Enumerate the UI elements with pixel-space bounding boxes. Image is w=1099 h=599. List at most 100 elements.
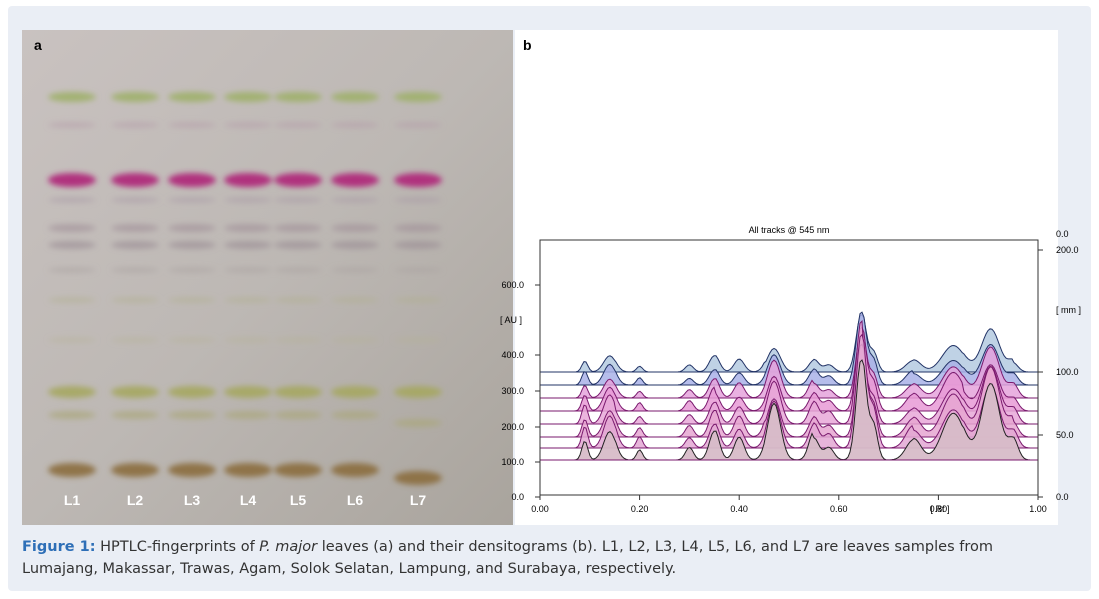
panel-label: a <box>34 37 42 53</box>
y-left-tick-label: 0.0 <box>511 492 524 502</box>
lane-label: L5 <box>290 492 307 508</box>
tlc-band <box>111 411 159 419</box>
tlc-band <box>394 419 442 427</box>
densitogram-curves <box>540 311 1039 461</box>
tlc-band <box>331 463 379 477</box>
tlc-band <box>274 122 322 128</box>
caption-label: Figure 1: <box>22 539 96 555</box>
lane-label: L7 <box>410 492 427 508</box>
tlc-band <box>274 386 322 398</box>
tlc-band <box>331 241 379 249</box>
figure: a b All tracks @ 545 nm L1 L2 L3 L4 L5 L6 L7 0.… <box>22 30 1081 525</box>
tlc-band <box>331 92 379 102</box>
tlc-band <box>48 197 96 203</box>
tlc-band <box>394 92 442 102</box>
tlc-band <box>168 386 216 398</box>
tlc-band <box>224 241 272 249</box>
tlc-band <box>331 122 379 128</box>
lane-label: L1 <box>64 492 81 508</box>
tlc-band <box>111 92 159 102</box>
tlc-band <box>331 197 379 203</box>
tlc-band <box>111 386 159 398</box>
tlc-band <box>111 173 159 187</box>
tlc-band <box>168 173 216 187</box>
tlc-band <box>168 92 216 102</box>
tlc-band <box>274 411 322 419</box>
y-right-tick-label: 200.0 <box>1056 245 1079 255</box>
plot-title: All tracks @ 545 nm <box>749 225 830 235</box>
lane-label: L2 <box>127 492 144 508</box>
track-curve <box>540 359 1039 461</box>
caption: Figure 1: HPTLC-fingerprints of P. major… <box>22 536 1062 580</box>
tlc-band <box>168 297 216 303</box>
x-tick-label: 0.00 <box>531 504 549 514</box>
tlc-band <box>394 297 442 303</box>
plot-frame <box>539 239 1039 496</box>
y-right-label: [ mm ] <box>1056 305 1081 315</box>
tlc-band <box>168 267 216 273</box>
y-right-tick-label: 50.0 <box>1056 430 1074 440</box>
y-left-tick-label: 300.0 <box>501 386 524 396</box>
tlc-band <box>394 337 442 343</box>
tlc-band <box>224 386 272 398</box>
tlc-band <box>274 92 322 102</box>
caption-species: P. major <box>259 539 318 555</box>
tlc-band <box>111 241 159 249</box>
tlc-band <box>331 224 379 232</box>
tlc-band <box>394 197 442 203</box>
tlc-band <box>224 197 272 203</box>
tlc-band <box>111 463 159 477</box>
y-right-tick-label: 0.0 <box>1056 229 1069 239</box>
tlc-band <box>274 241 322 249</box>
lane-label: L6 <box>347 492 364 508</box>
tlc-band <box>168 337 216 343</box>
tlc-band <box>394 267 442 273</box>
tlc-band <box>111 224 159 232</box>
tlc-band <box>48 267 96 273</box>
tlc-band <box>274 463 322 477</box>
y-left-label: [ AU ] <box>500 315 522 325</box>
tlc-band <box>394 224 442 232</box>
tlc-band <box>168 224 216 232</box>
tlc-band <box>168 197 216 203</box>
tlc-band <box>274 224 322 232</box>
y-left-tick-label: 600.0 <box>501 280 524 290</box>
tlc-band <box>111 297 159 303</box>
tlc-band <box>224 173 272 187</box>
tlc-band <box>331 386 379 398</box>
tlc-band <box>168 241 216 249</box>
panel-label: b <box>523 37 532 53</box>
tlc-band <box>48 411 96 419</box>
tlc-band <box>224 224 272 232</box>
tlc-band <box>224 411 272 419</box>
tlc-band <box>48 92 96 102</box>
tlc-band <box>394 386 442 398</box>
tlc-band <box>48 122 96 128</box>
tlc-bands <box>48 92 442 485</box>
x-tick-label: 1.00 <box>1029 504 1047 514</box>
tlc-band <box>168 463 216 477</box>
tlc-band <box>111 337 159 343</box>
x-tick-label: 0.40 <box>730 504 748 514</box>
tlc-band <box>224 92 272 102</box>
x-tick-label: 0.60 <box>830 504 848 514</box>
tlc-band <box>274 173 322 187</box>
tlc-band <box>111 267 159 273</box>
tlc-band <box>224 337 272 343</box>
lane-label: L4 <box>240 492 257 508</box>
tlc-band <box>331 337 379 343</box>
tlc-band <box>394 173 442 187</box>
y-left-tick-label: 100.0 <box>501 457 524 467</box>
tlc-band <box>48 224 96 232</box>
tlc-band <box>48 241 96 249</box>
tlc-band <box>394 122 442 128</box>
tlc-band <box>111 197 159 203</box>
tlc-band <box>48 386 96 398</box>
tlc-band <box>331 411 379 419</box>
tlc-band <box>394 471 442 485</box>
y-left-tick-label: 200.0 <box>501 422 524 432</box>
x-tick-label: 0.80 <box>930 504 948 514</box>
tlc-band <box>48 463 96 477</box>
tlc-band <box>274 337 322 343</box>
tlc-band <box>168 411 216 419</box>
